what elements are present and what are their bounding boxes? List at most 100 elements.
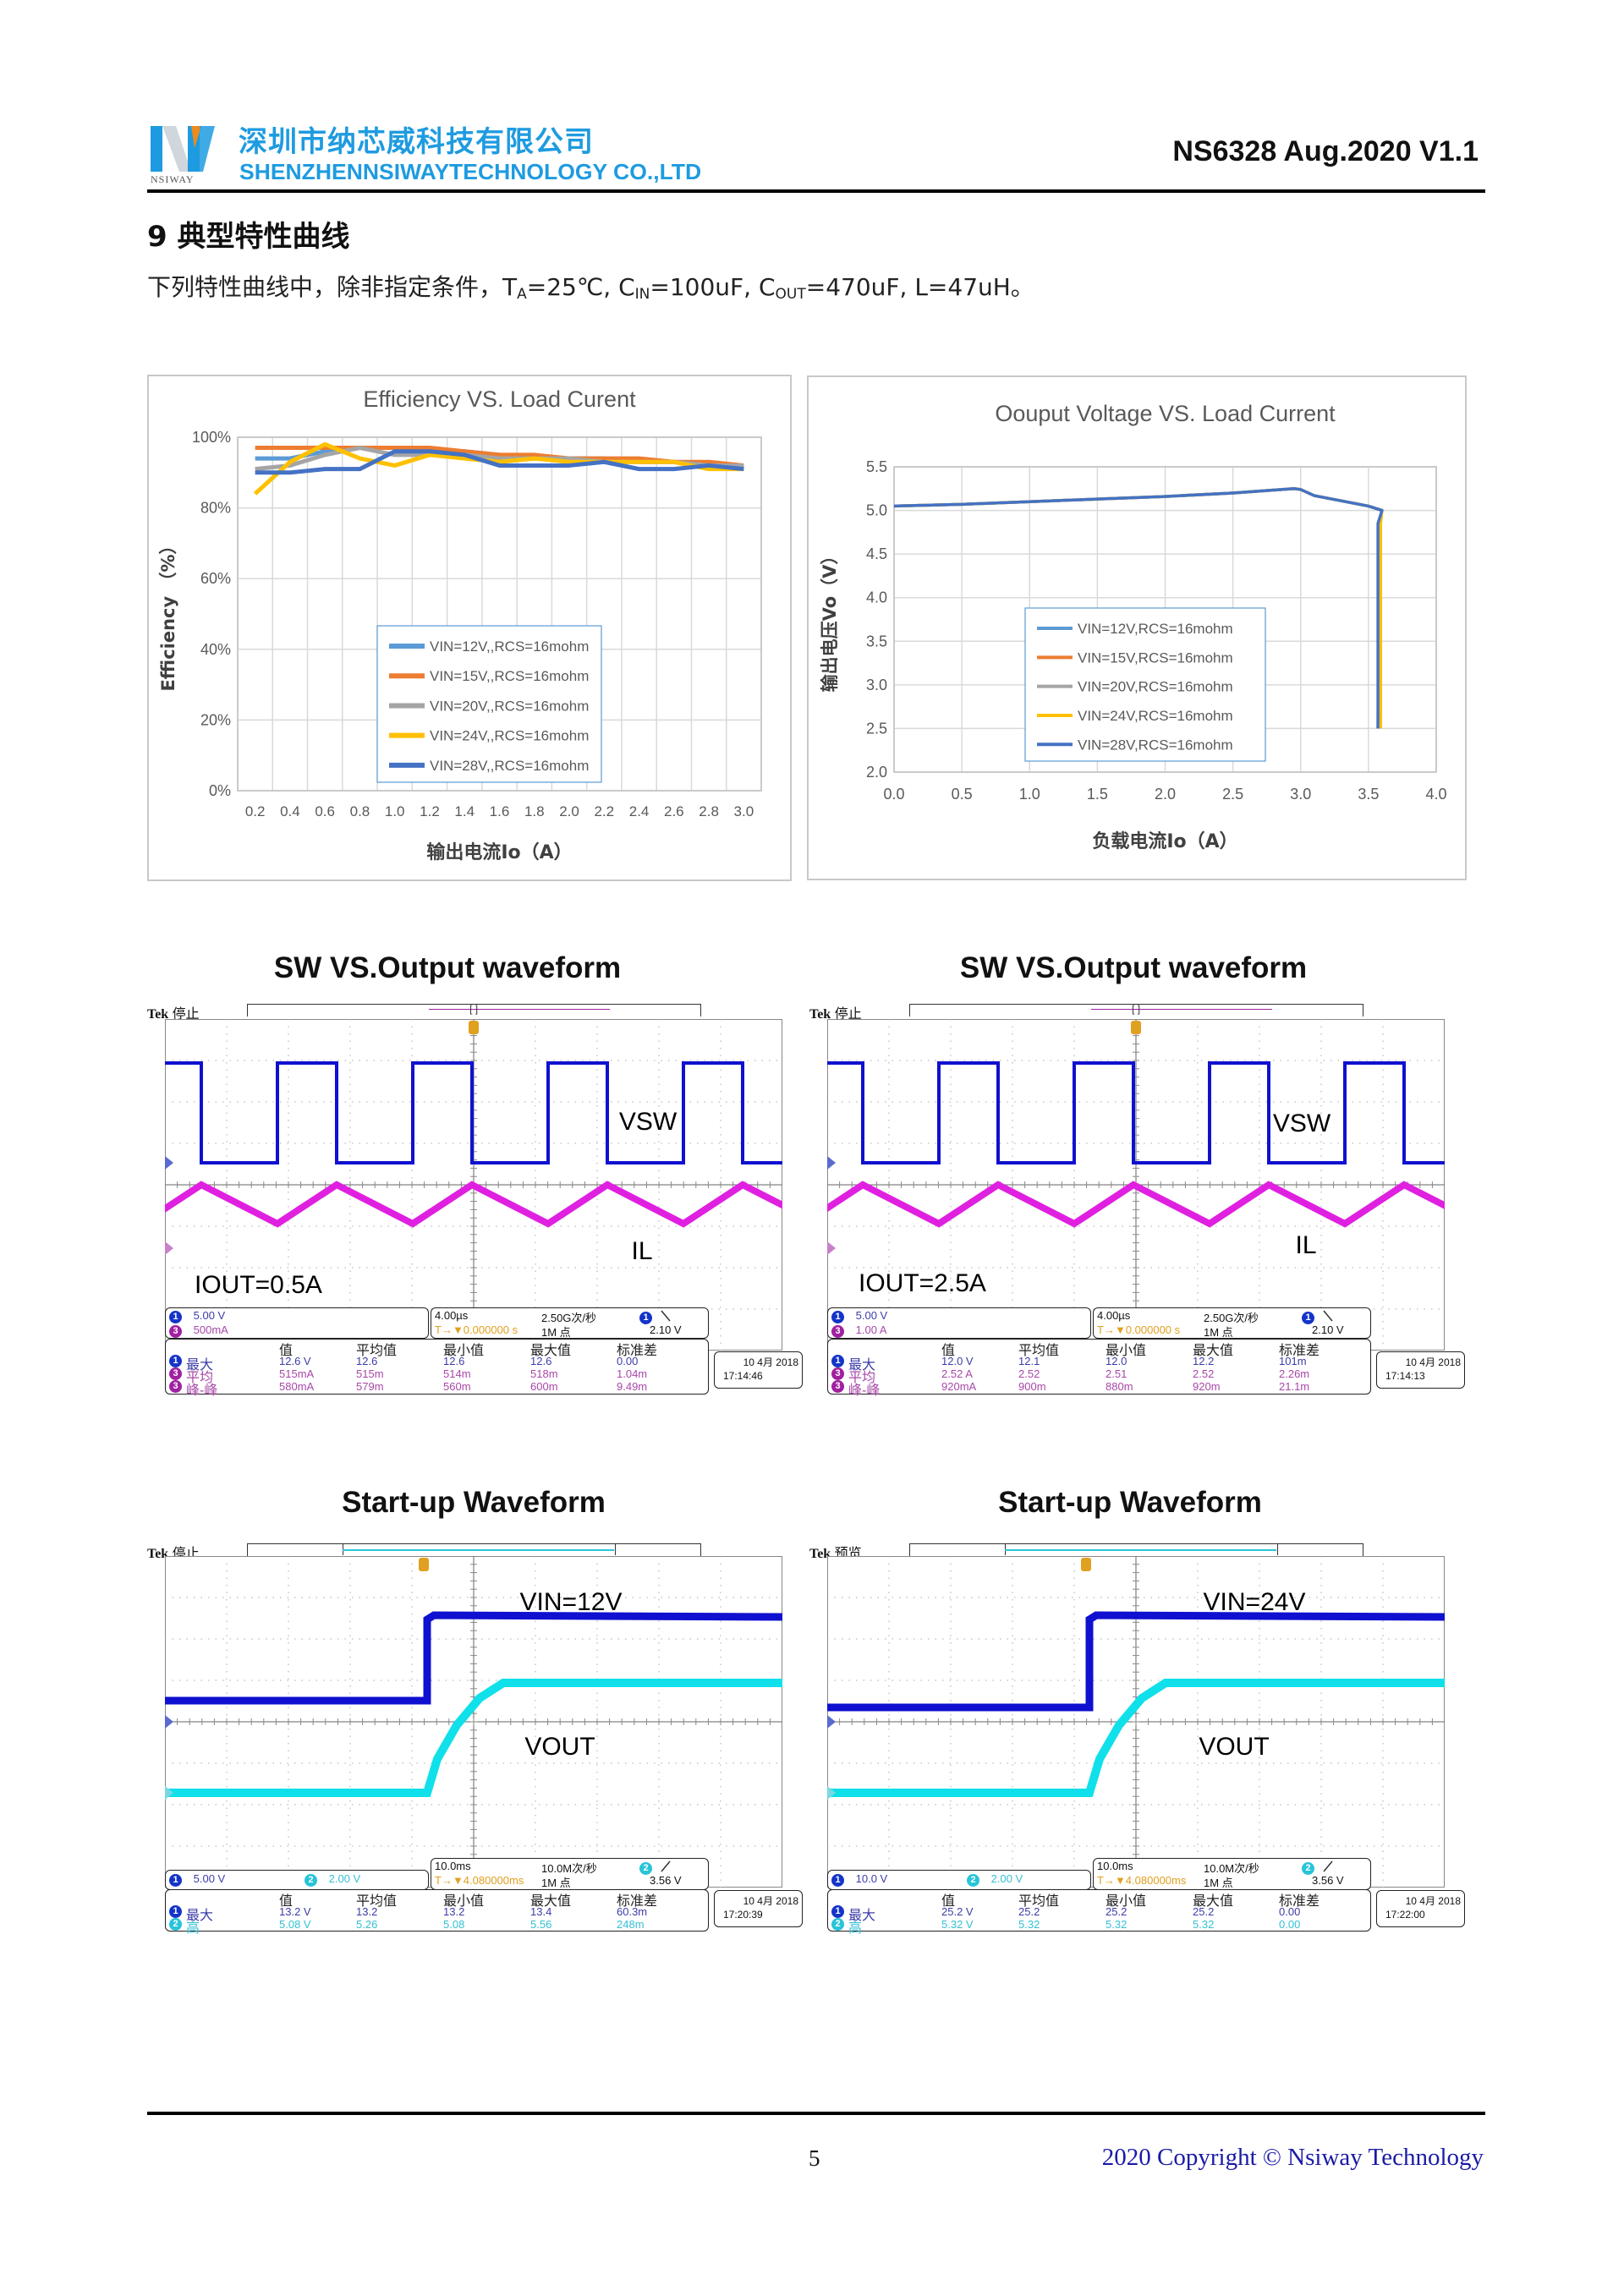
tek-brand: Tek [809, 1007, 831, 1022]
company-name-cn: 深圳市纳芯威科技有限公司 [239, 125, 594, 159]
y-tick-label: 5.0 [866, 502, 887, 519]
measurement-type: 高 [186, 1921, 200, 1936]
channel-scale: 5.00 V [193, 1872, 226, 1885]
measurement-value: 5.32 [1018, 1918, 1040, 1931]
x-axis-label: 负载电流Io（A） [1092, 830, 1237, 852]
cout-value: =470uF, [805, 273, 915, 301]
measurement-value: 600m [530, 1380, 558, 1393]
capture-date: 10 4月 2018 [743, 1356, 798, 1368]
measurement-value: 579m [356, 1380, 384, 1393]
timebase: 10.0ms [435, 1860, 471, 1872]
y-tick-label: 2.0 [866, 764, 887, 781]
x-tick-label: 2.8 [699, 803, 719, 819]
measurement-value: 920mA [941, 1380, 977, 1393]
measurement-header: 最小值 [1106, 1344, 1147, 1358]
record-view-bar [247, 1543, 701, 1556]
y-axis-label: Efficiency （%） [158, 536, 178, 691]
vin-waveform [165, 1611, 782, 1705]
measurement-table: 值 平均值 最小值 最大值 标准差 1 最大 12.0 V 12.1 12.0 12.2 101… [827, 1339, 1371, 1398]
waveform-label: VSW [1272, 1110, 1331, 1137]
legend-label: VIN=24V,RCS=16mohm [1078, 708, 1233, 724]
capture-time: 17:20:39 [723, 1909, 763, 1921]
measurement-header: 标准差 [1279, 1894, 1320, 1909]
measurement-value: 12.6 [356, 1355, 378, 1367]
page-number: 5 [809, 2145, 820, 2171]
sample-rate: 2.50G次/秒 [541, 1312, 597, 1324]
x-tick-label: 0.5 [952, 786, 973, 803]
measurement-value: 25.2 [1106, 1905, 1127, 1918]
plot-area [237, 436, 762, 792]
rising-edge-icon [1323, 1860, 1333, 1872]
scope-status: Tek 停止 [809, 1002, 862, 1022]
measurement-header: 平均值 [356, 1894, 398, 1909]
measurement-value: 25.2 [1193, 1905, 1215, 1918]
record-length: 1M 点 [541, 1877, 571, 1889]
footer-divider [147, 2112, 1485, 2115]
x-tick-label: 1.4 [454, 803, 475, 819]
channel-2-marker-icon [165, 1786, 173, 1800]
legend-label: VIN=15V,RCS=16mohm [1078, 649, 1233, 666]
y-tick-label: 3.0 [866, 677, 887, 693]
scope-title: Start-up Waveform [342, 1486, 606, 1519]
measurement-value: 5.26 [356, 1918, 378, 1931]
trigger-readout: 4.00µs 2.50G次/秒 1 T→▼0.000000 s 1M 点 2.1… [1093, 1307, 1371, 1339]
record-length: 1M 点 [541, 1326, 571, 1339]
channel-2-marker-icon [827, 1786, 836, 1800]
capture-date: 10 4月 2018 [1405, 1356, 1461, 1368]
measurement-value: 12.1 [1018, 1355, 1040, 1367]
x-tick-label: 3.0 [734, 803, 754, 819]
efficiency-chart-svg: 0.2 0.4 0.6 0.8 1.0 1.2 1.4 1.6 1.8 2.0 2.2 2.4 2.6 2… [158, 386, 762, 863]
channel-badge: 1 [831, 1874, 844, 1887]
measurement-value: 12.2 [1193, 1355, 1215, 1367]
channel-badge: 3 [169, 1380, 182, 1393]
measurement-value: 0.00 [617, 1355, 639, 1367]
measurement-header: 最小值 [443, 1894, 485, 1909]
waveform-label: VIN=24V [1203, 1588, 1306, 1616]
cout-subscript: OUT [775, 286, 806, 303]
trigger-level: 3.56 V [1312, 1874, 1344, 1887]
measurement-type: 峰-峰 [848, 1384, 881, 1398]
capture-timestamp: 10 4月 2018 17:14:46 [714, 1351, 803, 1389]
measurement-row: 3 峰-峰 580mA 579m 560m 600m 9.49m [169, 1380, 702, 1398]
trigger-level: 2.10 V [650, 1323, 682, 1336]
trigger-marker-icon [1131, 1021, 1141, 1034]
channel-badge: 2 [169, 1918, 182, 1931]
waveform-label: IOUT=2.5A [859, 1269, 986, 1297]
measurement-value: 560m [443, 1380, 471, 1393]
trigger-position: T→▼0.000000 s [435, 1323, 518, 1336]
vsw-waveform [827, 1061, 1445, 1164]
measurement-value: 2.26m [1279, 1367, 1310, 1380]
capture-time: 17:22:00 [1385, 1909, 1425, 1921]
company-logo: NSIWAY [151, 123, 218, 189]
ta-subscript: A [517, 286, 527, 303]
x-tick-label: 0.8 [350, 803, 370, 819]
measurement-table: 值 平均值 最小值 最大值 标准差 1 最大 13.2 V 13.2 13.2 13.4 60.… [165, 1889, 709, 1936]
x-tick-label: 1.0 [385, 803, 405, 819]
channel-badge: 3 [169, 1367, 182, 1380]
channel-badge: 1 [831, 1905, 844, 1918]
measurement-table: 值 平均值 最小值 最大值 标准差 1 最大 12.6 V 12.6 12.6 12.6 0.0… [165, 1339, 709, 1398]
measurement-value: 25.2 V [941, 1905, 974, 1918]
measurement-value: 518m [530, 1367, 558, 1380]
measurement-value: 12.0 V [941, 1355, 974, 1367]
trigger-marker-icon [469, 1021, 479, 1034]
capture-timestamp: 10 4月 2018 17:14:13 [1376, 1351, 1465, 1389]
tek-brand: Tek [147, 1007, 169, 1022]
measurement-value: 5.32 [1106, 1918, 1127, 1931]
measurement-type: 平均 [186, 1371, 214, 1385]
measurement-header: 值 [279, 1894, 294, 1909]
channel-3-marker-icon [165, 1241, 173, 1255]
measurement-value: 248m [617, 1918, 645, 1931]
measurement-value: 12.6 V [279, 1355, 311, 1367]
scope-title: SW VS.Output waveform [273, 951, 622, 984]
legend-label: VIN=20V,,RCS=16mohm [430, 698, 589, 714]
timebase: 4.00µs [435, 1309, 469, 1322]
channel-badge: 1 [169, 1355, 182, 1367]
sample-rate: 2.50G次/秒 [1204, 1312, 1259, 1324]
channel-badge: 3 [169, 1325, 182, 1338]
measurement-value: 9.49m [617, 1380, 648, 1393]
section-title: 9 典型特性曲线 [147, 220, 350, 254]
x-tick-label: 1.2 [420, 803, 440, 819]
measurement-value: 515mA [279, 1367, 315, 1380]
waveform-display [165, 1556, 782, 1888]
